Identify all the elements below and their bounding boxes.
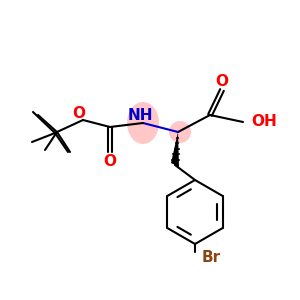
Ellipse shape: [127, 102, 159, 144]
Polygon shape: [171, 132, 179, 167]
Text: O: O: [73, 106, 85, 121]
Text: Br: Br: [202, 250, 221, 266]
Ellipse shape: [169, 121, 191, 143]
Text: OH: OH: [251, 115, 277, 130]
Text: O: O: [215, 74, 229, 89]
Text: O: O: [103, 154, 116, 169]
Text: NH: NH: [127, 107, 153, 122]
